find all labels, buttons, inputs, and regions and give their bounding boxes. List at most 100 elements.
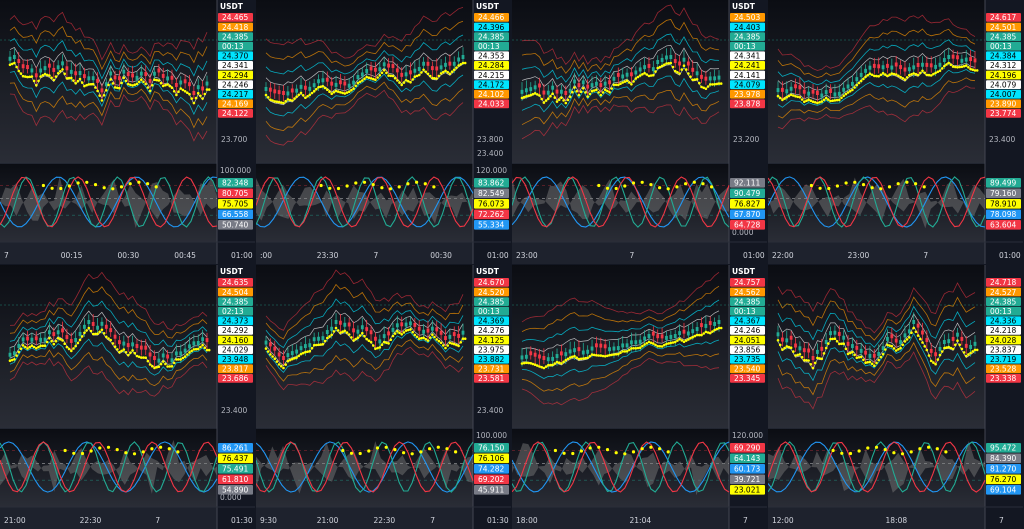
oscillator-line (0, 441, 218, 493)
oscillator-pane[interactable] (512, 164, 767, 242)
trend-dot (433, 77, 436, 80)
chart-panel-1[interactable]: USDT24.60023.70024.46524.41824.38500:132… (0, 0, 255, 264)
price-pane[interactable] (256, 265, 511, 428)
price-tag-value: 24.246 (734, 326, 760, 335)
chart-canvas[interactable]: USDT24.60023.80023.40024.46624.39624.385… (256, 0, 511, 264)
candle (794, 84, 797, 89)
candle (708, 321, 712, 326)
price-tag-value: 24.403 (734, 23, 760, 32)
chart-panel-5[interactable]: USDT 23.400 24.635 24.504 24.385 02:13 24.373 2… (0, 265, 255, 529)
candle (435, 66, 439, 71)
trend-dot (638, 74, 642, 77)
price-tag (986, 41, 1021, 51)
candle (678, 61, 681, 66)
chart-canvas[interactable]: 23.60023.40024.61724.50124.38500:1324.38… (768, 0, 1023, 264)
oscillator-pane[interactable] (768, 164, 1023, 242)
chart-panel-6[interactable]: USDT 23.400 24.670 24.520 24.385 00:13 24.369 2… (256, 265, 511, 529)
chart-canvas[interactable]: USDT23.40024.67024.52024.38500:1324.3692… (256, 265, 511, 529)
band-line (9, 310, 208, 354)
chart-panel-2[interactable]: USDT24.60023.80023.40024.46624.39624.385… (256, 0, 511, 264)
oscillator-line (512, 176, 730, 228)
price-tag-value: 23.735 (734, 355, 760, 364)
candle (83, 74, 86, 79)
trend-dot (94, 332, 97, 336)
chart-panel-8[interactable]: 24.718 24.527 24.385 00:13 24.336 24.218 24.02… (768, 265, 1023, 529)
trend-dot (391, 334, 395, 338)
trend-dot (698, 333, 701, 337)
trend-dot (288, 358, 292, 362)
time-axis[interactable] (256, 242, 511, 264)
trend-dot (417, 73, 421, 77)
oscillator-pane[interactable] (256, 164, 511, 242)
trend-dot (579, 357, 583, 361)
chart-canvas[interactable]: USDT23.40023.20024.50324.40324.38500:132… (512, 0, 767, 264)
trend-dot (562, 99, 565, 102)
price-tag (986, 326, 1021, 335)
time-axis[interactable] (0, 507, 255, 529)
price-tag (986, 287, 1021, 297)
band-line (777, 28, 976, 79)
trend-dot (531, 92, 535, 96)
trend-dot (912, 72, 915, 75)
chart-canvas[interactable]: USDT23.40024.63524.50424.38502:1324.3732… (0, 265, 255, 529)
trend-dot (280, 364, 283, 368)
time-axis[interactable] (768, 242, 1023, 264)
oscillator-dot (167, 447, 171, 451)
band-line (9, 328, 208, 368)
trend-dot (848, 351, 852, 355)
chart-canvas[interactable]: USDT24.60023.70024.46524.41824.38500:132… (0, 0, 255, 264)
time-axis[interactable] (256, 507, 511, 529)
price-tag (986, 13, 1021, 22)
trend-dot (177, 90, 180, 93)
trend-dot (827, 342, 830, 345)
trend-dot (964, 64, 968, 67)
trend-dot (188, 92, 191, 96)
price-tag-value: 24.617 (990, 13, 1016, 22)
trend-dot (590, 89, 594, 93)
oscillator-tag-value: 76.270 (990, 475, 1016, 484)
trend-dot (962, 351, 966, 354)
trend-dot (923, 71, 926, 75)
chart-canvas[interactable]: 24.71824.52724.38500:1324.33624.21824.02… (768, 265, 1023, 529)
time-axis-label: 7 (4, 251, 9, 260)
price-pane[interactable] (256, 0, 511, 163)
trend-dot (695, 333, 699, 337)
oscillator-tag-value: 60.173 (734, 464, 760, 473)
price-tag (986, 316, 1021, 326)
oscillator-dot (349, 451, 354, 455)
oscillator-tag (986, 464, 1021, 474)
time-axis[interactable] (0, 242, 255, 264)
candle (52, 67, 56, 72)
price-tag (730, 278, 765, 287)
trend-dot (347, 333, 351, 336)
time-axis[interactable] (512, 242, 767, 264)
candle (929, 348, 933, 353)
trend-dot (122, 76, 126, 79)
candle (352, 80, 355, 85)
chart-panel-7[interactable]: USDT 24.757 24.562 24.385 00:13 24.367 24.246 2… (512, 265, 767, 529)
price-tag (474, 22, 509, 32)
time-axis[interactable] (768, 507, 1023, 529)
trend-dot (547, 97, 550, 100)
oscillator-dot (879, 187, 883, 191)
trend-dot (621, 350, 624, 353)
time-axis[interactable] (512, 507, 767, 529)
trend-dot (461, 61, 465, 65)
price-tag (218, 316, 253, 326)
trend-dot (868, 360, 872, 364)
trend-dot (315, 343, 318, 347)
chart-panel-4[interactable]: 23.60023.40024.61724.50124.38500:1324.38… (768, 0, 1023, 264)
trend-dot (205, 348, 209, 352)
candle (612, 76, 616, 81)
trend-dot (921, 341, 924, 344)
trend-dot (159, 362, 163, 366)
candle (912, 65, 916, 70)
band-line (777, 282, 976, 334)
trend-dot (617, 352, 620, 356)
chart-canvas[interactable]: USDT24.75724.56224.38500:1324.36724.2462… (512, 265, 767, 529)
chart-panel-3[interactable]: USDT23.40023.20024.50324.40324.38500:132… (512, 0, 767, 264)
oscillator-dot (922, 185, 926, 189)
price-pane[interactable] (0, 0, 255, 163)
band-line (777, 39, 976, 86)
oscillator-dot (432, 185, 436, 189)
